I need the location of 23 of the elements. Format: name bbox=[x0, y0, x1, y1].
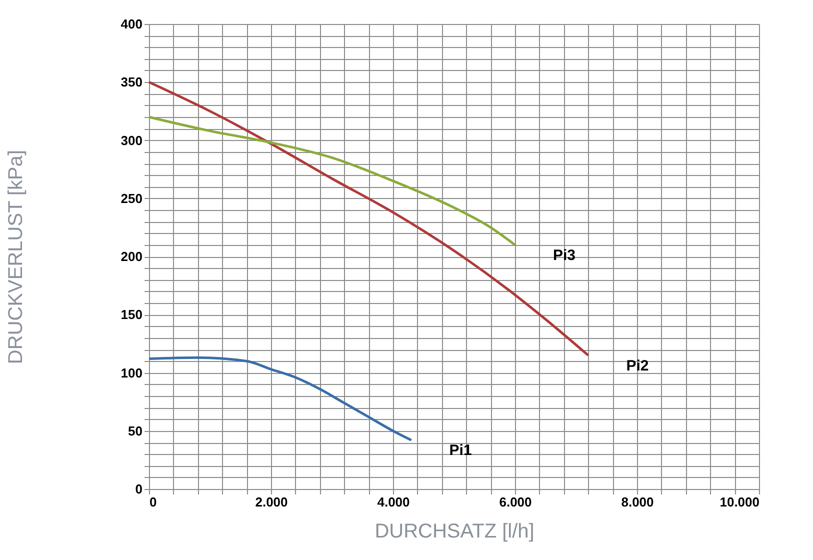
x-tick-label: 8.000 bbox=[621, 494, 654, 510]
x-tick-label: 6.000 bbox=[499, 494, 532, 510]
y-axis-title: DRUCKVERLUST [kPa] bbox=[4, 150, 27, 364]
y-tick-label: 50 bbox=[128, 423, 142, 438]
x-axis-title: DURCHSATZ [l/h] bbox=[374, 520, 534, 542]
text: Pi3 bbox=[553, 246, 576, 264]
x-tick-label: 0 bbox=[150, 494, 157, 510]
x-tick-label: 2.000 bbox=[255, 494, 288, 510]
line-series bbox=[148, 356, 413, 442]
line-series bbox=[148, 80, 590, 357]
text: Pi2 bbox=[626, 357, 649, 374]
y-tick-label: 100 bbox=[120, 365, 142, 380]
y-tick-label: 400 bbox=[120, 16, 142, 32]
y-tick-label: 200 bbox=[120, 249, 142, 264]
y-tick-label: 150 bbox=[120, 307, 142, 322]
y-tick-label: 350 bbox=[120, 74, 142, 90]
x-tick-label: 4.000 bbox=[377, 494, 410, 510]
x-tick-label: 10.000 bbox=[720, 494, 760, 510]
y-tick-label: 0 bbox=[135, 482, 142, 496]
y-tick-label: 300 bbox=[120, 132, 142, 148]
y-tick-label: 250 bbox=[120, 190, 142, 206]
text: Pi1 bbox=[449, 442, 472, 460]
line-series bbox=[148, 116, 516, 246]
